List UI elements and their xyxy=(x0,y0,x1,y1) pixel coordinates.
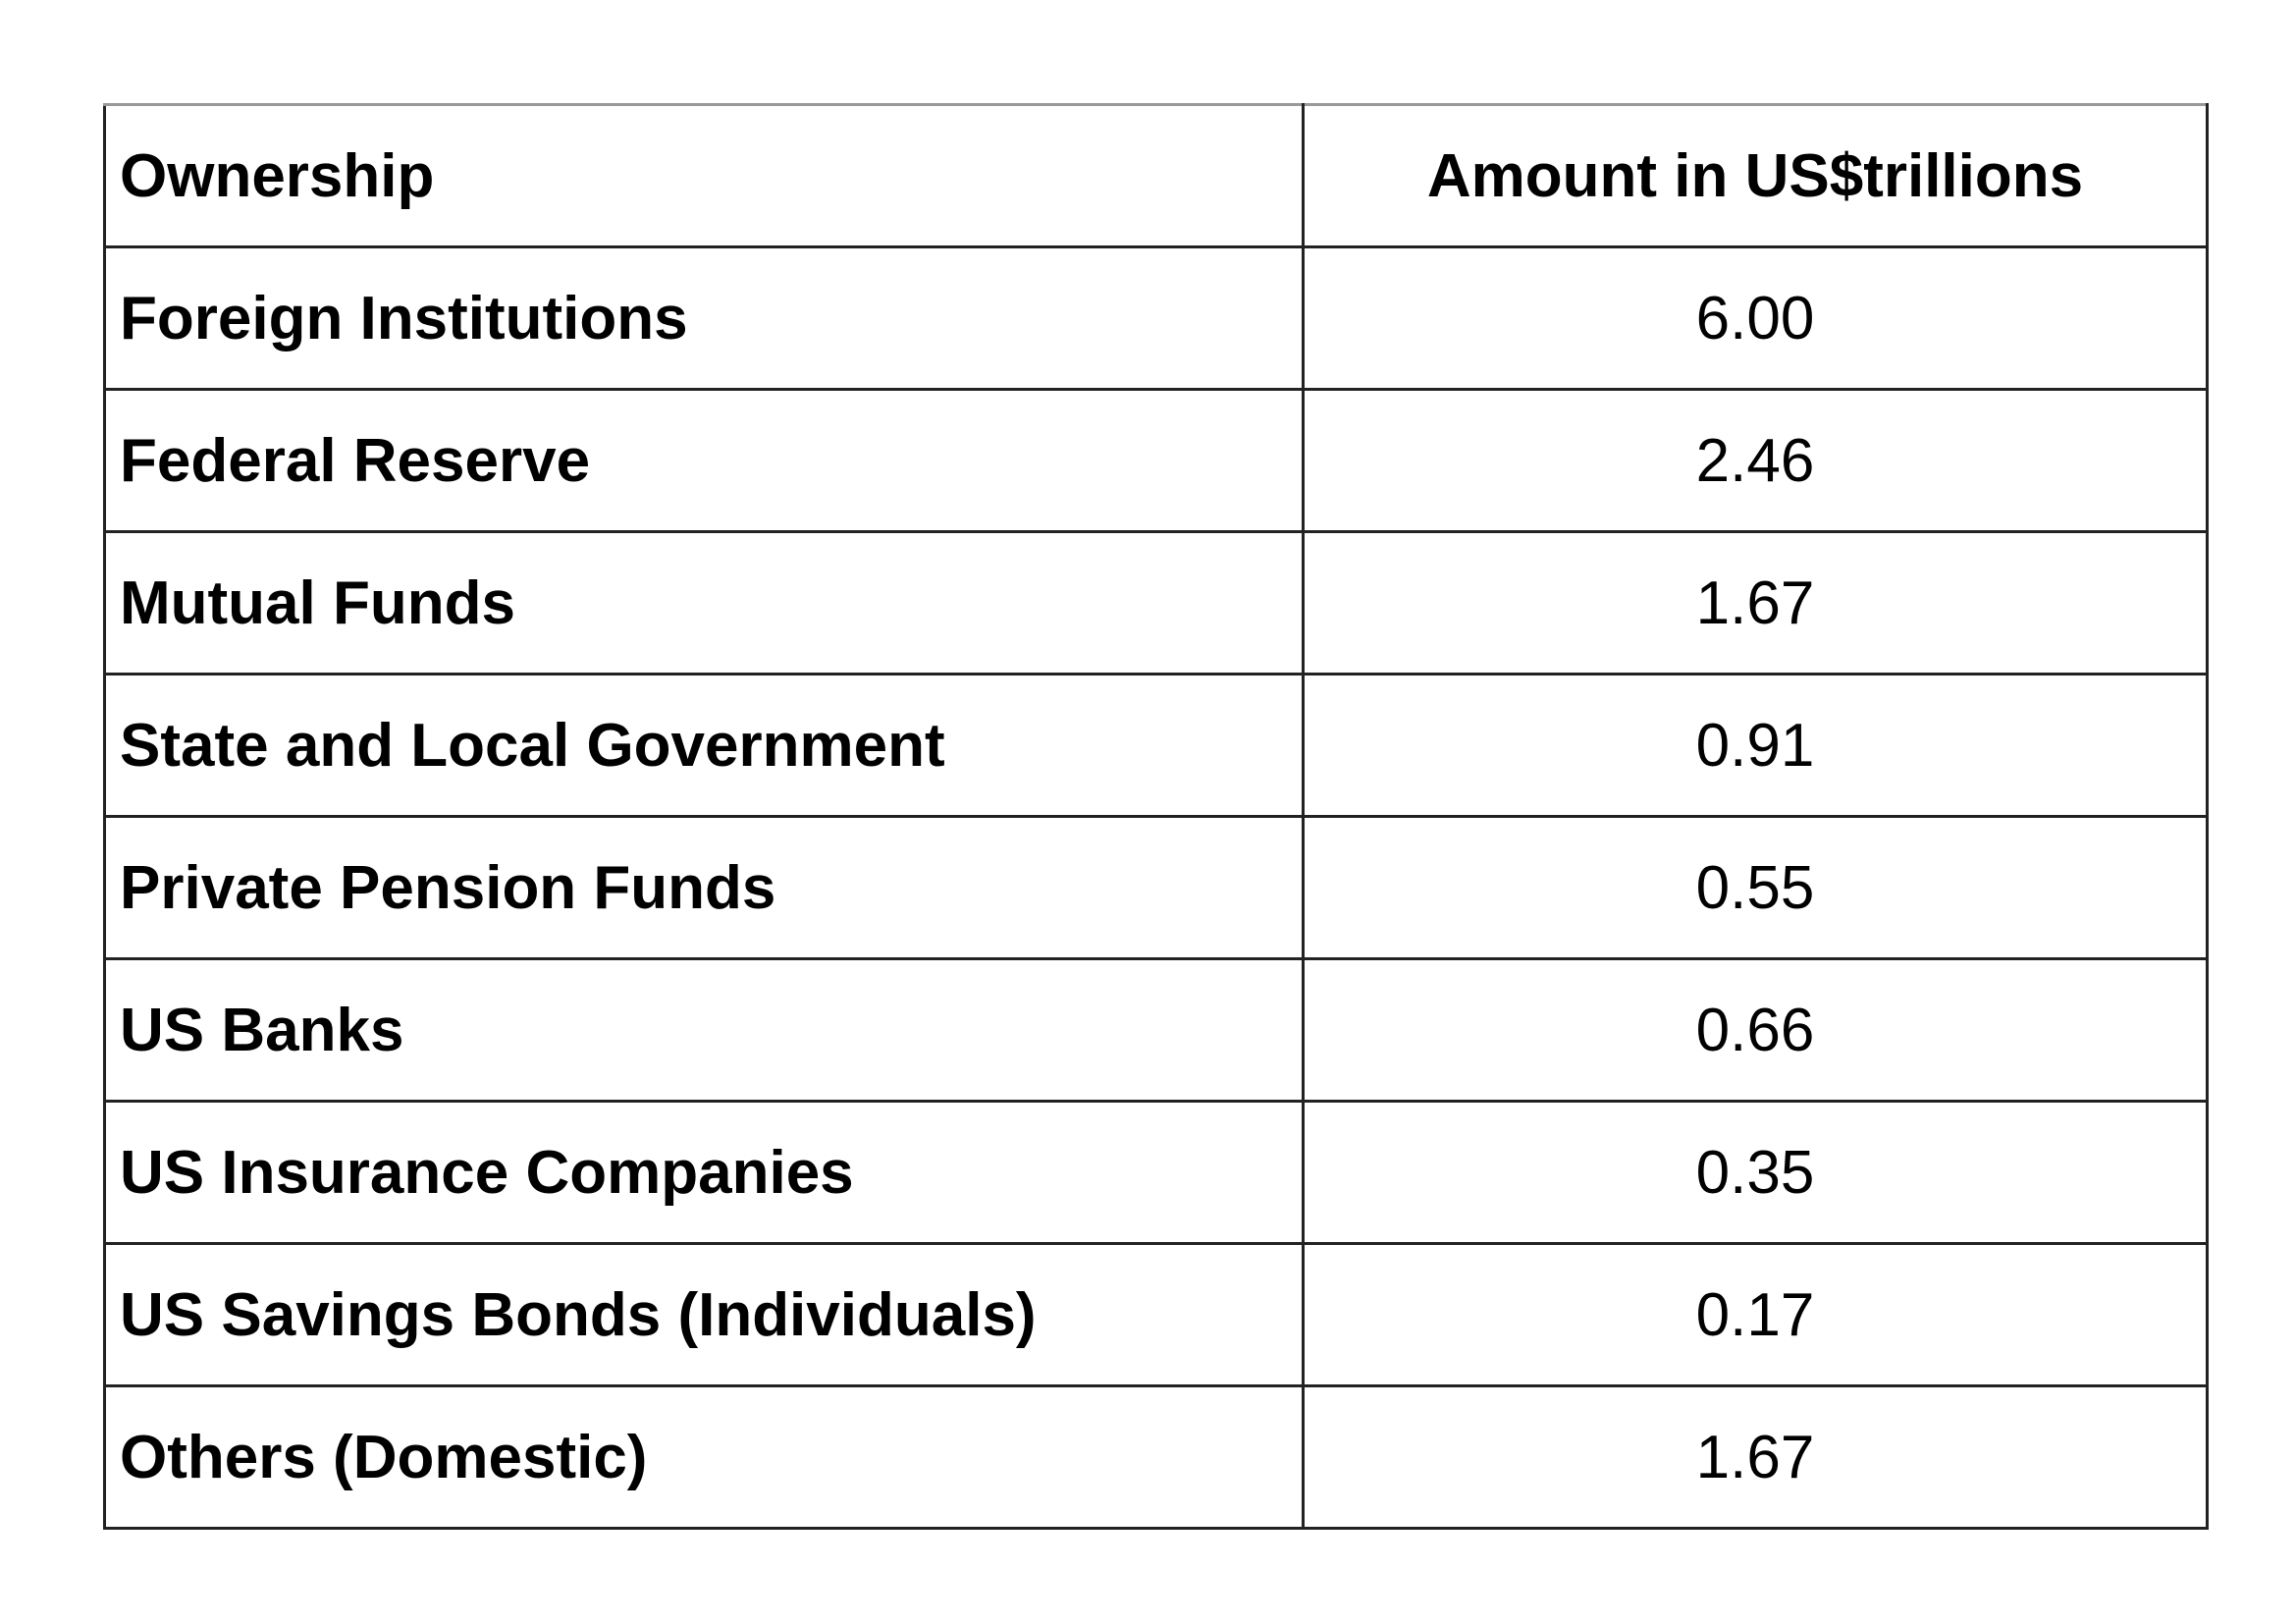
table-cell: Foreign Institutions xyxy=(103,245,1305,391)
table-cell: 0.35 xyxy=(1302,1100,2209,1245)
table-row: Others (Domestic) 1.67 xyxy=(103,1384,2209,1530)
table-cell: Private Pension Funds xyxy=(103,815,1305,960)
table-row: State and Local Government 0.91 xyxy=(103,673,2209,818)
table-cell: 2.46 xyxy=(1302,388,2209,533)
table-cell: US Savings Bonds (Individuals) xyxy=(103,1242,1305,1387)
header-cell: Ownership xyxy=(103,103,1305,248)
table-cell: 1.67 xyxy=(1302,1384,2209,1530)
table-cell: 0.66 xyxy=(1302,957,2209,1103)
table-cell: Federal Reserve xyxy=(103,388,1305,533)
table-row: US Insurance Companies 0.35 xyxy=(103,1100,2209,1245)
table-body: Ownership Amount in US$trillions Foreign I… xyxy=(103,103,2209,1530)
header-row: Ownership Amount in US$trillions xyxy=(103,103,2209,248)
table-row: Federal Reserve 2.46 xyxy=(103,388,2209,533)
table-row: Mutual Funds 1.67 xyxy=(103,530,2209,676)
table-cell: 0.91 xyxy=(1302,673,2209,818)
ownership-table: Ownership Amount in US$trillions Foreign I… xyxy=(103,103,2209,1530)
table-cell: US Banks xyxy=(103,957,1305,1103)
table-cell: Mutual Funds xyxy=(103,530,1305,676)
table-row: Foreign Institutions 6.00 xyxy=(103,245,2209,391)
table-cell: 1.67 xyxy=(1302,530,2209,676)
table-cell: Others (Domestic) xyxy=(103,1384,1305,1530)
header-cell: Amount in US$trillions xyxy=(1302,103,2209,248)
table-cell: State and Local Government xyxy=(103,673,1305,818)
table-cell: 0.17 xyxy=(1302,1242,2209,1387)
table-row: US Banks 0.66 xyxy=(103,957,2209,1103)
table-row: US Savings Bonds (Individuals) 0.17 xyxy=(103,1242,2209,1387)
table-cell: US Insurance Companies xyxy=(103,1100,1305,1245)
table-row: Private Pension Funds 0.55 xyxy=(103,815,2209,960)
table-cell: 0.55 xyxy=(1302,815,2209,960)
table-cell: 6.00 xyxy=(1302,245,2209,391)
